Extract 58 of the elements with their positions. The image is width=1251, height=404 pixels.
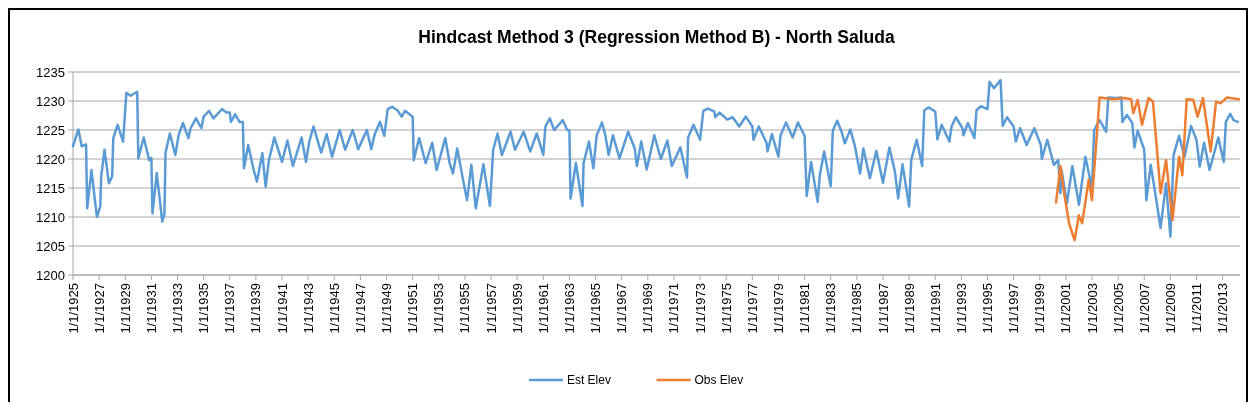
x-tick-label: 1/1/1979 [771, 283, 786, 334]
y-tick-label: 1215 [36, 180, 65, 196]
y-tick-label: 1210 [36, 209, 65, 225]
x-tick-label: 1/1/1925 [65, 283, 81, 334]
x-tick-label: 1/1/1975 [718, 283, 734, 334]
x-tick-label: 1/1/2011 [1189, 283, 1205, 333]
x-tick-label: 1/1/1973 [692, 283, 708, 334]
legend-label: Obs Elev [694, 373, 744, 388]
x-tick-label: 1/1/1929 [117, 283, 133, 334]
x-tick-label: 1/1/2013 [1215, 283, 1231, 334]
y-tick-label: 1200 [36, 267, 65, 283]
x-tick-label: 1/1/1999 [1032, 283, 1048, 334]
x-tick-label: 1/1/1955 [457, 283, 473, 334]
x-tick-label: 1/1/1931 [143, 283, 159, 334]
x-tick-label: 1/1/1953 [431, 283, 447, 334]
chart-title: Hindcast Method 3 (Regression Method B) - North Saluda [418, 27, 895, 47]
x-tick-label: 1/1/1977 [744, 283, 760, 334]
x-tick-label: 1/1/1933 [170, 283, 186, 334]
x-tick-label: 1/1/1927 [91, 283, 107, 334]
x-tick-label: 1/1/1935 [196, 283, 212, 334]
x-tick-label: 1/1/1937 [222, 283, 238, 334]
x-tick-label: 1/1/1961 [535, 283, 551, 334]
x-tick-label: 1/1/1967 [614, 283, 630, 334]
x-tick-label: 1/1/1941 [274, 283, 290, 334]
x-tick-label: 1/1/1943 [300, 283, 316, 334]
y-tick-label: 1225 [36, 122, 65, 138]
x-tick-label: 1/1/1939 [248, 283, 264, 334]
x-tick-label: 1/1/1987 [875, 283, 891, 334]
y-tick-label: 1205 [36, 238, 65, 254]
x-tick-label: 1/1/1957 [483, 283, 499, 334]
line-series [71, 78, 1240, 238]
x-tick-label: 1/1/2005 [1110, 283, 1126, 334]
x-tick-label: 1/1/1981 [797, 283, 813, 334]
x-tick-label: 1/1/1993 [953, 283, 969, 334]
x-tick-label: 1/1/1945 [326, 283, 342, 334]
y-tick-label: 1235 [36, 64, 65, 80]
legend-label: Est Elev [566, 373, 611, 388]
x-tick-label: 1/1/2007 [1136, 283, 1152, 334]
y-tick-label: 1230 [36, 93, 65, 109]
x-tick-label: 1/1/1985 [849, 283, 865, 334]
x-tick-label: 1/1/1969 [640, 283, 656, 334]
x-tick-label: 1/1/2009 [1162, 283, 1178, 334]
line-series [1054, 96, 1241, 242]
x-tick-label: 1/1/1959 [509, 283, 525, 334]
x-tick-label: 1/1/1949 [379, 283, 395, 334]
x-tick-label: 1/1/1991 [927, 283, 943, 334]
x-tick-label: 1/1/1963 [561, 283, 577, 334]
y-tick-label: 1220 [36, 151, 65, 167]
x-tick-label: 1/1/1947 [352, 283, 368, 334]
x-tick-label: 1/1/1989 [901, 283, 917, 334]
x-tick-label: 1/1/1951 [405, 283, 421, 334]
x-tick-label: 1/1/1995 [980, 283, 996, 334]
x-tick-label: 1/1/1983 [823, 283, 839, 334]
x-tick-label: 1/1/1965 [588, 283, 604, 334]
x-tick-label: 1/1/1997 [1006, 283, 1022, 334]
x-tick-label: 1/1/2003 [1084, 283, 1100, 334]
x-tick-label: 1/1/1971 [666, 283, 682, 334]
x-tick-label: 1/1/2001 [1058, 283, 1074, 334]
